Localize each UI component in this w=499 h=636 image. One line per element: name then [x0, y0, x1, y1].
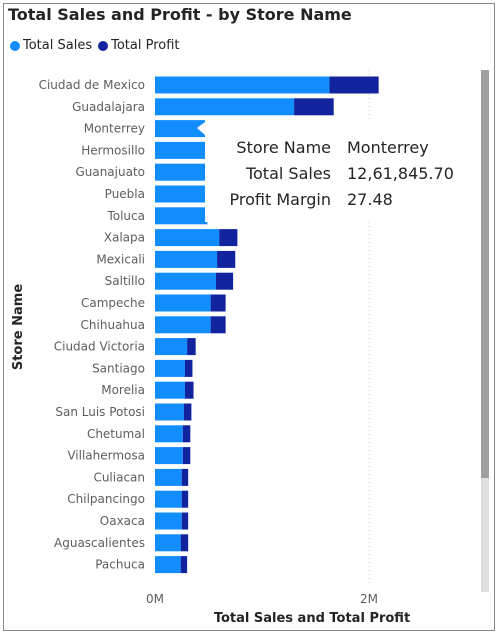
y-tick-label: Puebla	[105, 187, 145, 201]
bar-total-sales[interactable]	[155, 490, 182, 508]
y-tick-label: Chetumal	[87, 427, 145, 441]
scrollbar-thumb[interactable]	[481, 70, 489, 478]
x-axis-title: Total Sales and Total Profit	[214, 611, 410, 626]
bar-total-profit[interactable]	[217, 250, 236, 268]
x-tick-label: 2M	[360, 592, 378, 606]
bar-total-profit[interactable]	[181, 490, 189, 508]
tooltip-label: Store Name	[236, 138, 331, 157]
bar-total-sales[interactable]	[155, 468, 182, 486]
bar-total-sales[interactable]	[155, 272, 216, 290]
y-tick-label: Campeche	[81, 296, 145, 310]
bar-total-profit[interactable]	[329, 76, 379, 94]
bar-total-sales[interactable]	[155, 229, 220, 247]
legend-label-total-sales: Total Sales	[23, 38, 93, 53]
legend-item-total-profit[interactable]: Total Profit	[98, 38, 180, 53]
bar-total-sales[interactable]	[155, 556, 181, 574]
vertical-scrollbar[interactable]	[481, 70, 489, 592]
tooltip-box	[197, 120, 460, 222]
bar-total-profit[interactable]	[184, 381, 194, 399]
y-tick-label: Saltillo	[105, 274, 145, 288]
legend-item-total-sales[interactable]: Total Sales	[10, 38, 92, 53]
bar-total-sales[interactable]	[155, 141, 208, 159]
bar-total-profit[interactable]	[180, 534, 189, 552]
tooltip-label: Total Sales	[245, 164, 331, 183]
y-tick-label: Chilpancingo	[67, 492, 145, 506]
bar-total-sales[interactable]	[155, 359, 185, 377]
bar-total-sales[interactable]	[155, 534, 181, 552]
bar-total-sales[interactable]	[155, 163, 208, 181]
legend-marker-total-profit	[98, 40, 109, 51]
y-tick-label: Culiacan	[93, 470, 145, 484]
y-tick-label: Toluca	[106, 209, 145, 223]
bar-total-profit[interactable]	[182, 425, 191, 443]
bar-total-sales[interactable]	[155, 425, 183, 443]
bar-total-profit[interactable]	[294, 98, 334, 116]
legend-marker-total-sales	[10, 40, 20, 51]
tooltip-label: Profit Margin	[230, 190, 331, 209]
bar-total-sales[interactable]	[155, 207, 208, 225]
bar-total-sales[interactable]	[155, 98, 295, 116]
y-tick-label: Hermosillo	[81, 143, 145, 157]
y-tick-label: Morelia	[101, 383, 145, 397]
bar-total-sales[interactable]	[155, 338, 188, 356]
bar-total-sales[interactable]	[155, 294, 211, 312]
y-tick-label: Chihuahua	[81, 318, 145, 332]
bar-total-sales[interactable]	[155, 120, 207, 138]
bar-total-profit[interactable]	[187, 338, 196, 356]
tooltip-value: 27.48	[347, 190, 393, 209]
bar-total-sales[interactable]	[155, 316, 211, 334]
bar-total-profit[interactable]	[210, 294, 226, 312]
bar-total-profit[interactable]	[183, 403, 192, 421]
bar-total-sales[interactable]	[155, 76, 330, 94]
y-tick-label: Ciudad de Mexico	[39, 78, 145, 92]
bar-total-profit[interactable]	[210, 316, 226, 334]
y-tick-label: Guadalajara	[72, 100, 145, 114]
bar-total-sales[interactable]	[155, 381, 185, 399]
y-tick-label: Monterrey	[84, 122, 145, 136]
tooltip-value: Monterrey	[347, 138, 429, 157]
bar-total-profit[interactable]	[182, 447, 191, 465]
tooltip-value: 12,61,845.70	[347, 164, 454, 183]
y-tick-label: Oaxaca	[100, 514, 145, 528]
bar-total-profit[interactable]	[181, 468, 189, 486]
x-tick-label: 0M	[146, 592, 164, 606]
y-tick-label: Pachuca	[95, 558, 145, 572]
chart-title: Total Sales and Profit - by Store Name	[8, 5, 352, 24]
y-tick-label: Mexicali	[96, 252, 145, 266]
y-tick-label: Santiago	[92, 361, 145, 375]
chart-legend: Total Sales Total Profit	[10, 38, 186, 53]
bar-total-sales[interactable]	[155, 512, 182, 530]
y-tick-label: Xalapa	[104, 231, 145, 245]
bar-total-sales[interactable]	[155, 447, 183, 465]
bar-total-profit[interactable]	[181, 512, 189, 530]
y-tick-label: Ciudad Victoria	[54, 340, 145, 354]
bar-total-profit[interactable]	[180, 556, 188, 574]
bar-total-profit[interactable]	[219, 229, 238, 247]
bar-total-profit[interactable]	[184, 359, 193, 377]
y-axis-title: Store Name	[11, 284, 26, 370]
y-tick-label: Aguascalientes	[54, 536, 145, 550]
y-tick-label: Guanajuato	[75, 165, 145, 179]
bar-total-sales[interactable]	[155, 185, 208, 203]
bar-total-sales[interactable]	[155, 250, 218, 268]
bar-total-profit[interactable]	[215, 272, 234, 290]
y-tick-label: Villahermosa	[67, 449, 145, 463]
legend-label-total-profit: Total Profit	[111, 38, 180, 53]
y-tick-label: San Luis Potosi	[55, 405, 145, 419]
bar-total-sales[interactable]	[155, 403, 184, 421]
